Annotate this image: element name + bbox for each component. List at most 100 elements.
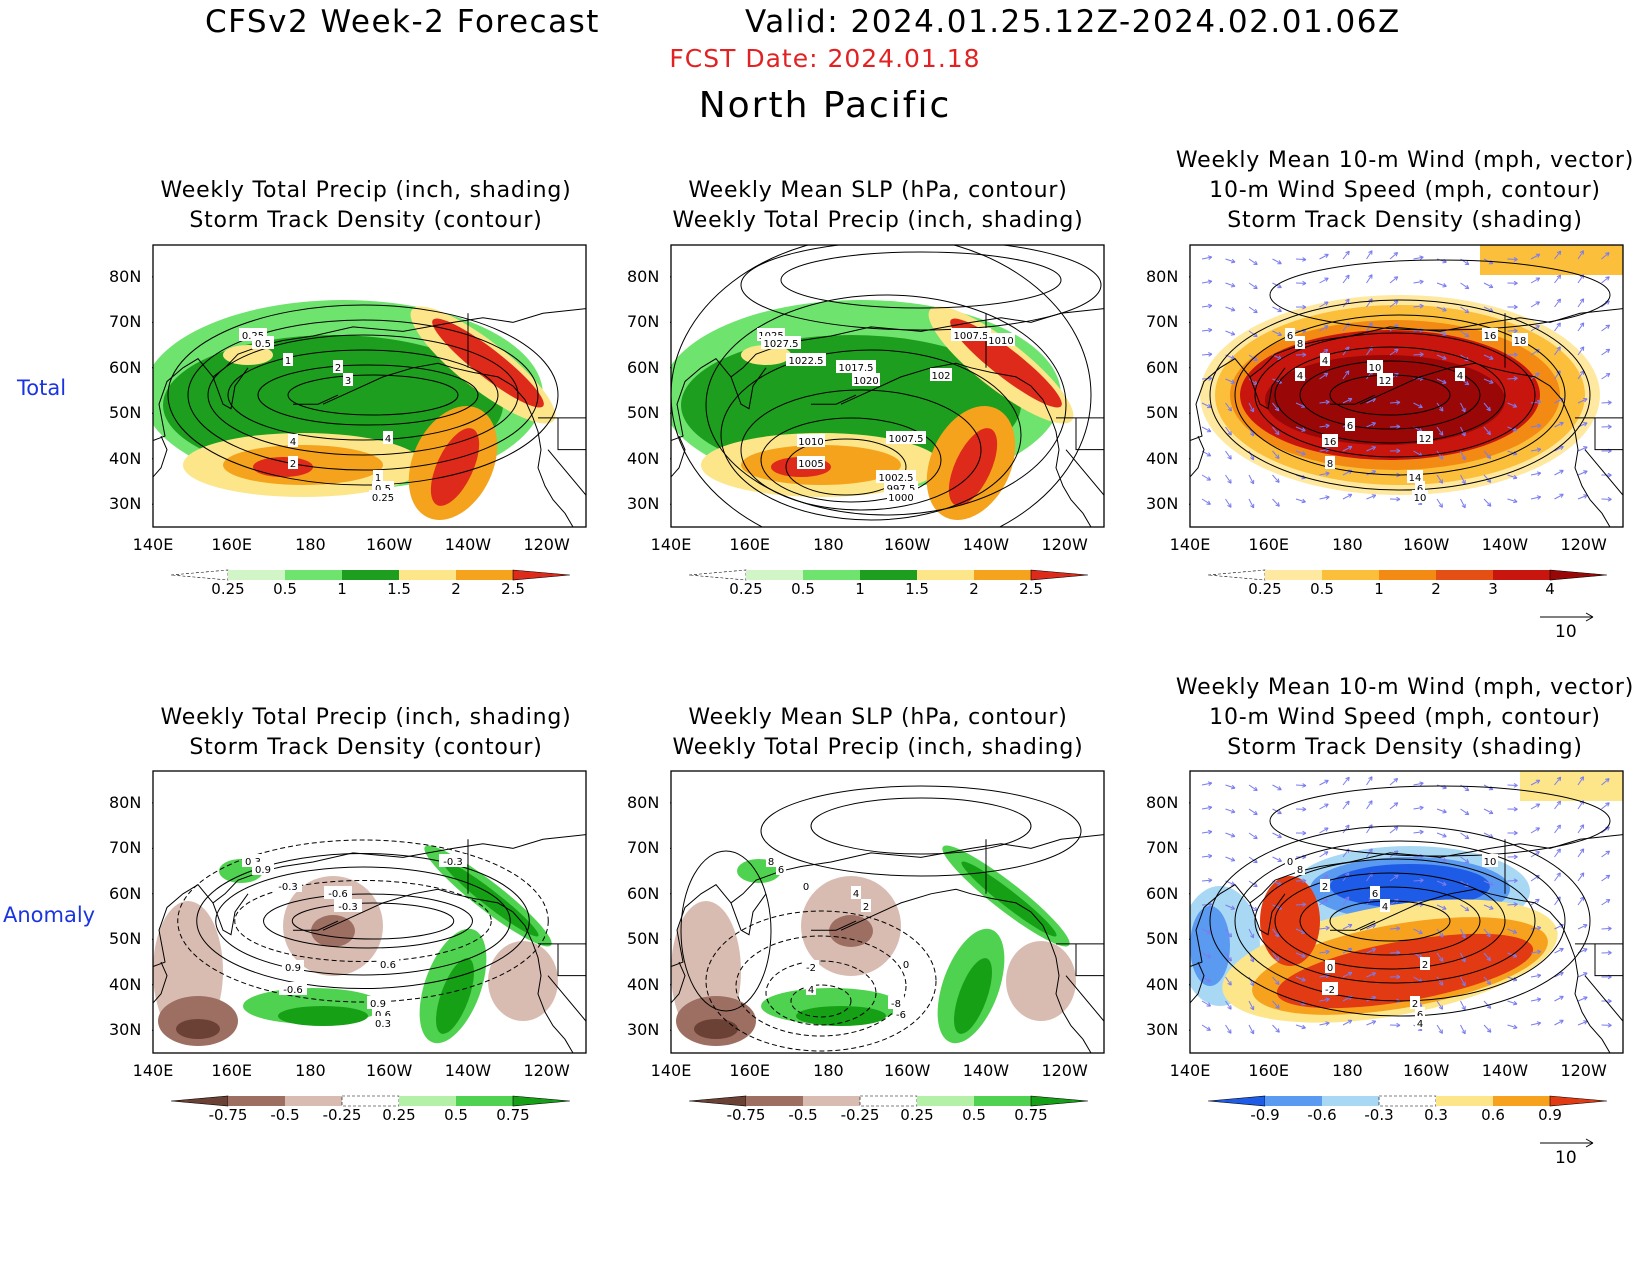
wind-vector xyxy=(1577,346,1585,356)
wind-vector xyxy=(1248,784,1258,792)
wind-vector xyxy=(1319,925,1330,931)
colorbar-label: 1.5 xyxy=(387,580,411,598)
contour-label-text: 0.5 xyxy=(375,484,391,495)
wind-vector xyxy=(1554,995,1564,1002)
contour-label: -0.6 xyxy=(279,982,307,996)
wind-vector xyxy=(1460,952,1466,963)
wind-vector xyxy=(1225,330,1236,336)
wind-vector xyxy=(1272,402,1280,412)
wind-vector xyxy=(1389,448,1401,454)
lon-tick-label: 140E xyxy=(1169,1061,1211,1080)
contour-label-text: 2 xyxy=(290,459,296,470)
wind-vector xyxy=(1530,253,1541,260)
panel-title-total-wind: Weekly Mean 10-m Wind (mph, vector) 10-m… xyxy=(1175,148,1635,233)
wind-vector xyxy=(1319,399,1330,405)
wind-vector xyxy=(1366,250,1373,260)
contour-label-text: -6 xyxy=(896,1010,906,1021)
wind-vector xyxy=(1483,354,1494,360)
contour-line xyxy=(1254,332,1536,458)
wind-vector xyxy=(1201,352,1213,357)
wind-vector xyxy=(1389,424,1401,430)
wind-vector xyxy=(1366,776,1373,786)
map-frame xyxy=(670,244,1105,528)
wind-vector xyxy=(1601,874,1611,882)
contour-label-text: 1010 xyxy=(798,437,823,448)
lat-tick-label: 80N xyxy=(1146,792,1179,812)
colorbar-segment xyxy=(512,1095,571,1107)
wind-vector xyxy=(1577,1020,1588,1026)
contour-line xyxy=(705,910,937,1052)
colorbar-label: 0.5 xyxy=(273,580,297,598)
colorbar-segment xyxy=(1265,1096,1322,1106)
wind-vector xyxy=(1366,422,1376,428)
wind-vector xyxy=(1436,282,1447,288)
wind-vector xyxy=(1225,784,1236,790)
colorbar-label: 0.25 xyxy=(900,1106,934,1124)
contour-label: 102 xyxy=(930,368,952,382)
colorbar-label: 2 xyxy=(1431,580,1441,598)
wind-vector xyxy=(1295,426,1306,432)
wind-vector xyxy=(1436,976,1444,986)
wind-vector xyxy=(1554,274,1562,284)
contour-label: 0.25 xyxy=(369,490,397,504)
contour-label-text: -8 xyxy=(891,999,901,1010)
wind-vector xyxy=(1460,832,1470,840)
contour-line xyxy=(1269,785,1611,857)
coastline-west-america xyxy=(524,399,574,527)
wind-vector xyxy=(1601,899,1611,906)
map-frame xyxy=(1189,244,1624,528)
wind-vector xyxy=(1436,450,1444,460)
contour-label: -0.3 xyxy=(334,899,362,913)
wind-vector xyxy=(1389,826,1399,834)
precip-anom-shade xyxy=(436,958,474,1034)
colorbar xyxy=(689,1095,1089,1107)
colorbar-segment xyxy=(171,569,229,581)
colorbar-label: 2 xyxy=(451,580,461,598)
wind-vector xyxy=(1201,402,1212,409)
contour-line xyxy=(671,245,1092,527)
contour-label: 4 xyxy=(1455,368,1465,382)
wind-vector xyxy=(1248,450,1255,461)
wind-vector xyxy=(1389,348,1399,356)
title-valid: Valid: 2024.01.25.12Z-2024.02.01.06Z xyxy=(745,4,1401,40)
wind-vector xyxy=(1483,928,1491,938)
contour-line xyxy=(680,850,772,1012)
lon-tick-label: 180 xyxy=(813,1061,844,1080)
wind-vector xyxy=(1295,352,1307,358)
contour-label-text: -2 xyxy=(1325,985,1335,996)
precip-anom-shade xyxy=(694,1019,738,1039)
wind-vector xyxy=(1248,808,1258,816)
wind-vector xyxy=(1295,450,1306,456)
coastline-west-america xyxy=(1561,399,1611,527)
wind-vector xyxy=(1601,373,1611,380)
wind-vector xyxy=(1507,1000,1518,1006)
colorbar-label: 0.25 xyxy=(729,580,763,598)
wind-vector xyxy=(1342,298,1350,308)
wind-vector xyxy=(1272,498,1280,507)
colorbar-segment xyxy=(456,570,513,580)
wind-vector xyxy=(1248,1024,1255,1035)
wind-vector xyxy=(1248,880,1258,888)
colorbar-label: 2.5 xyxy=(1019,580,1043,598)
state-borders xyxy=(538,943,586,1022)
wind-vector xyxy=(1530,495,1542,500)
wind-vector xyxy=(1272,258,1282,265)
wind-vector xyxy=(1413,829,1424,835)
contour-label: 16 xyxy=(1322,434,1338,448)
contour-label: 10 xyxy=(1482,854,1498,868)
colorbar-label: 0.5 xyxy=(444,1106,468,1124)
coastline-alaska xyxy=(322,888,526,931)
contour-label: 0.9 xyxy=(367,996,389,1010)
lon-tick-label: 140E xyxy=(650,1061,692,1080)
wind-vector xyxy=(1436,880,1447,886)
contour-label: -0.3 xyxy=(439,854,467,868)
lon-tick-label: 160E xyxy=(211,535,253,554)
colorbar-segment xyxy=(917,1096,974,1106)
contour-label-text: 4 xyxy=(853,889,859,900)
coastline-aleutians xyxy=(1330,920,1376,931)
wind-vector xyxy=(1413,303,1424,309)
wind-vector xyxy=(1507,402,1518,408)
wind-vector xyxy=(1436,808,1447,814)
contour-label-text: 14 xyxy=(1409,473,1422,484)
contour-label-text: -0.3 xyxy=(443,857,463,868)
